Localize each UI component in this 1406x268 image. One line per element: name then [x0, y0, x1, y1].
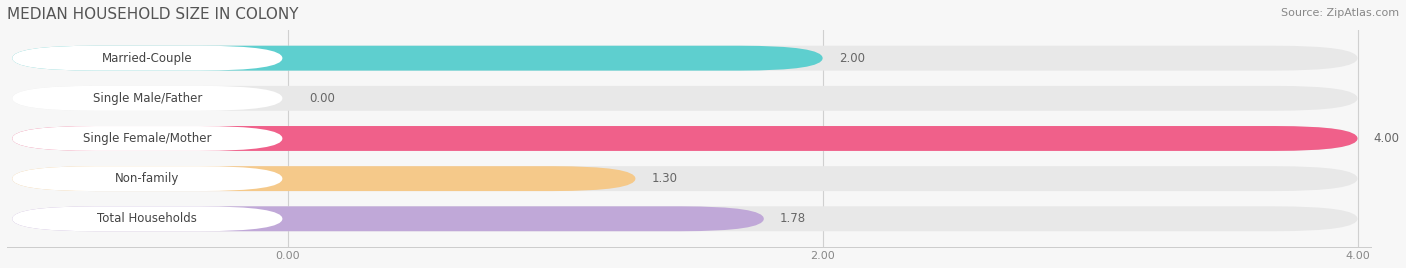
- Text: 1.78: 1.78: [780, 212, 806, 225]
- Text: Source: ZipAtlas.com: Source: ZipAtlas.com: [1281, 8, 1399, 18]
- FancyBboxPatch shape: [13, 46, 283, 70]
- FancyBboxPatch shape: [13, 126, 283, 151]
- Text: 4.00: 4.00: [1374, 132, 1399, 145]
- FancyBboxPatch shape: [13, 166, 1358, 191]
- FancyBboxPatch shape: [13, 46, 823, 70]
- FancyBboxPatch shape: [13, 166, 283, 191]
- FancyBboxPatch shape: [13, 46, 1358, 70]
- FancyBboxPatch shape: [13, 206, 1358, 231]
- Text: 1.30: 1.30: [651, 172, 678, 185]
- Text: MEDIAN HOUSEHOLD SIZE IN COLONY: MEDIAN HOUSEHOLD SIZE IN COLONY: [7, 7, 298, 22]
- FancyBboxPatch shape: [13, 126, 1358, 151]
- Text: 0.00: 0.00: [309, 92, 335, 105]
- Text: 2.00: 2.00: [839, 52, 865, 65]
- Text: Single Female/Mother: Single Female/Mother: [83, 132, 212, 145]
- FancyBboxPatch shape: [13, 86, 283, 111]
- Text: Total Households: Total Households: [97, 212, 197, 225]
- Text: Non-family: Non-family: [115, 172, 180, 185]
- Text: Married-Couple: Married-Couple: [103, 52, 193, 65]
- FancyBboxPatch shape: [13, 86, 1358, 111]
- FancyBboxPatch shape: [13, 206, 763, 231]
- Text: Single Male/Father: Single Male/Father: [93, 92, 202, 105]
- FancyBboxPatch shape: [13, 166, 636, 191]
- FancyBboxPatch shape: [13, 206, 283, 231]
- FancyBboxPatch shape: [13, 126, 1358, 151]
